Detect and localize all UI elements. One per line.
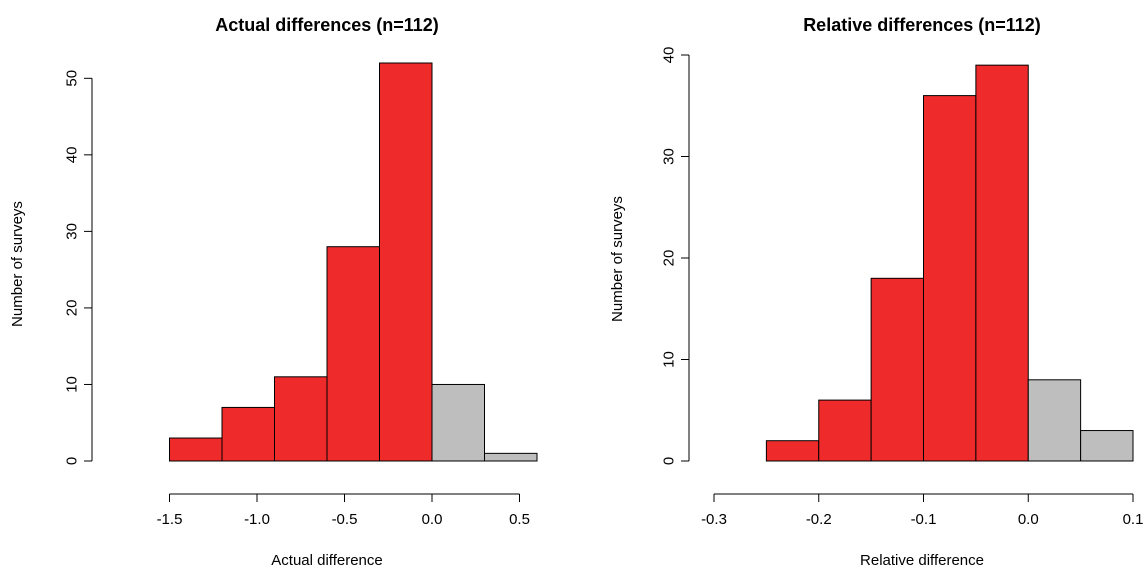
histogram-bar [1027, 379, 1082, 462]
histogram-bar [870, 277, 924, 462]
bars [765, 64, 1134, 462]
y-axis: 0 10 20 30 40 [661, 47, 690, 465]
y-tick-label: 30 [64, 223, 81, 240]
chart-title: Relative differences (n=112) [803, 15, 1041, 35]
histogram-bar [431, 383, 485, 462]
histogram-bar [274, 376, 328, 462]
y-tick-label: 20 [661, 250, 678, 267]
histogram-bar [923, 95, 977, 462]
actual-differences-panel: Actual differences (n=112) Actual differ… [9, 15, 538, 569]
x-tick-label: -1.5 [157, 511, 183, 528]
histogram-bar [484, 452, 538, 462]
x-tick-label: -0.3 [701, 511, 727, 528]
y-tick-label: 20 [64, 300, 81, 317]
histogram-bar [818, 399, 872, 462]
histogram-bar [1080, 430, 1134, 462]
x-tick-label: -0.1 [911, 511, 937, 528]
y-tick-label: 0 [661, 457, 678, 465]
x-axis-label: Relative difference [860, 552, 984, 569]
histogram-bar [221, 406, 275, 462]
x-axis-label: Actual difference [271, 552, 382, 569]
histogram-bar [975, 64, 1029, 462]
histogram-bar [326, 246, 380, 462]
y-axis-label: Number of surveys [609, 196, 626, 322]
x-axis: -1.5 -1.0 -0.5 0.0 0.5 [157, 493, 530, 528]
x-tick-label: 0.0 [1018, 511, 1039, 528]
x-tick-label: -0.2 [806, 511, 832, 528]
y-tick-label: 50 [64, 70, 81, 87]
y-tick-label: 30 [661, 148, 678, 165]
bars [169, 62, 538, 462]
y-tick-label: 0 [64, 457, 81, 465]
histogram-bar [379, 62, 433, 462]
relative-differences-panel: Relative differences (n=112) Relative di… [609, 15, 1143, 569]
y-axis: 0 10 20 30 40 50 [64, 70, 93, 465]
y-tick-label: 40 [661, 47, 678, 64]
histogram-bar [765, 440, 820, 462]
x-tick-label: 0.5 [509, 511, 530, 528]
y-axis-label: Number of surveys [9, 201, 26, 327]
y-tick-label: 10 [64, 376, 81, 393]
chart-title: Actual differences (n=112) [215, 15, 439, 35]
x-tick-label: -1.0 [244, 511, 270, 528]
y-tick-label: 40 [64, 147, 81, 164]
x-tick-label: 0.0 [422, 511, 443, 528]
x-tick-label: -0.5 [332, 511, 358, 528]
x-tick-label: 0.1 [1123, 511, 1144, 528]
x-axis: -0.3 -0.2 -0.1 0.0 0.1 [701, 493, 1144, 528]
histogram-bar [169, 437, 223, 462]
y-tick-label: 10 [661, 351, 678, 368]
